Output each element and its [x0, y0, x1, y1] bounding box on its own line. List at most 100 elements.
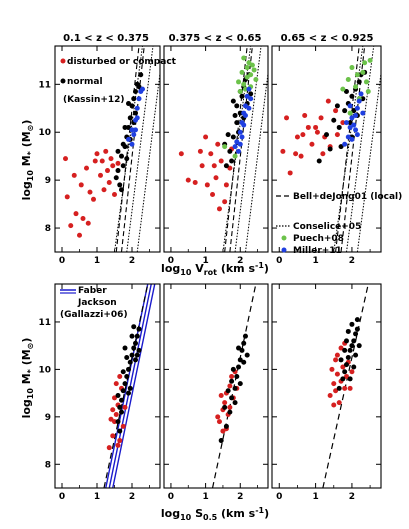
point-normal — [122, 345, 128, 351]
point-normal — [115, 419, 121, 425]
point-miller — [349, 136, 355, 142]
point-miller — [353, 112, 359, 118]
point-disturbed — [342, 385, 348, 391]
point-disturbed — [287, 170, 293, 176]
point-normal — [351, 338, 357, 344]
point-puech — [345, 77, 351, 83]
x-tick-label: 1 — [312, 492, 318, 502]
point-normal — [234, 120, 240, 126]
point-normal — [227, 409, 233, 415]
point-normal — [133, 110, 138, 116]
legend-label-disturbed: disturbed or compact — [67, 57, 177, 67]
point-disturbed — [71, 172, 77, 178]
panel-title-1: 0.1 < z < 0.375 — [63, 33, 149, 44]
point-disturbed — [280, 148, 286, 154]
point-puech — [347, 110, 353, 116]
point-normal — [237, 381, 243, 387]
bell-dejong-line — [115, 46, 140, 252]
point-disturbed — [63, 156, 68, 162]
point-puech — [236, 79, 242, 85]
point-disturbed — [78, 182, 84, 188]
point-disturbed — [105, 168, 110, 174]
panel-frame — [54, 45, 161, 253]
y-tick-label: 9 — [45, 413, 51, 423]
point-normal — [117, 404, 123, 410]
point-miller — [343, 120, 349, 126]
plot-area — [322, 284, 369, 488]
point-disturbed — [223, 182, 229, 188]
top-row: 0.1 < z < 0.375 0.375 < z < 0.65 0.65 < … — [20, 33, 402, 277]
point-normal — [126, 100, 131, 106]
x-tick-label: 2 — [129, 256, 135, 266]
panel-frame — [271, 283, 382, 489]
fit-dashed-line — [322, 284, 369, 488]
point-normal — [129, 333, 135, 339]
point-miller — [126, 136, 131, 142]
point-disturbed — [227, 383, 233, 389]
point-normal — [124, 156, 130, 162]
point-puech — [251, 67, 257, 73]
point-miller — [354, 105, 360, 111]
legend-ref-kassin: (Kassin+12) — [63, 95, 125, 105]
point-normal — [127, 359, 133, 365]
point-disturbed — [349, 369, 355, 375]
point-disturbed — [216, 419, 222, 425]
legend-label-normal: normal — [67, 77, 103, 87]
x-tick-label: 0 — [276, 492, 282, 502]
plot-area — [178, 46, 268, 252]
point-miller — [354, 132, 360, 138]
fit-dashed-line — [211, 284, 257, 488]
point-puech — [222, 144, 228, 150]
x-tick-label: 0 — [59, 492, 65, 502]
point-normal — [356, 343, 362, 349]
point-normal — [234, 374, 240, 380]
point-disturbed — [178, 151, 184, 157]
legend-normal: normal — [60, 77, 103, 87]
legend-disturbed: disturbed or compact — [60, 57, 177, 67]
point-normal — [239, 93, 245, 99]
point-normal — [349, 321, 355, 327]
point-normal — [316, 158, 322, 164]
point-puech — [340, 86, 346, 92]
point-miller — [140, 86, 145, 92]
point-disturbed — [99, 158, 105, 164]
point-disturbed — [110, 433, 116, 439]
point-normal — [117, 428, 123, 434]
point-normal — [354, 317, 360, 323]
point-normal — [122, 124, 128, 130]
legend-marker-miller — [281, 247, 287, 253]
tick-group: 0 1 2 8 9 10 11 — [38, 46, 160, 266]
point-disturbed — [87, 189, 93, 195]
point-disturbed — [293, 151, 299, 157]
point-disturbed — [227, 404, 233, 410]
legend-puech: Puech+08 — [281, 234, 344, 244]
point-normal — [120, 369, 126, 375]
point-normal — [354, 326, 360, 332]
point-disturbed — [343, 374, 349, 380]
point-disturbed — [336, 400, 342, 406]
point-miller — [136, 96, 142, 102]
point-normal — [345, 355, 351, 361]
x-axis-label-bottom: log10 S0.5 (km s-1) — [161, 506, 269, 522]
point-miller — [129, 141, 135, 147]
point-normal — [327, 146, 333, 152]
y-tick-label: 11 — [38, 318, 51, 328]
point-disturbed — [94, 151, 100, 157]
point-normal — [342, 347, 348, 353]
point-miller — [347, 103, 353, 109]
point-miller — [133, 127, 138, 133]
plot-area — [211, 284, 257, 488]
x-tick-label: 0 — [59, 256, 65, 266]
plot-area — [103, 284, 156, 488]
point-normal — [236, 364, 242, 370]
point-normal — [126, 124, 131, 130]
point-normal — [136, 326, 142, 332]
point-disturbed — [298, 153, 304, 159]
point-normal — [242, 333, 248, 339]
point-disturbed — [115, 160, 121, 166]
point-miller — [351, 122, 357, 128]
point-normal — [336, 124, 342, 130]
point-normal — [127, 385, 133, 391]
point-disturbed — [110, 163, 116, 169]
point-miller — [349, 115, 355, 121]
